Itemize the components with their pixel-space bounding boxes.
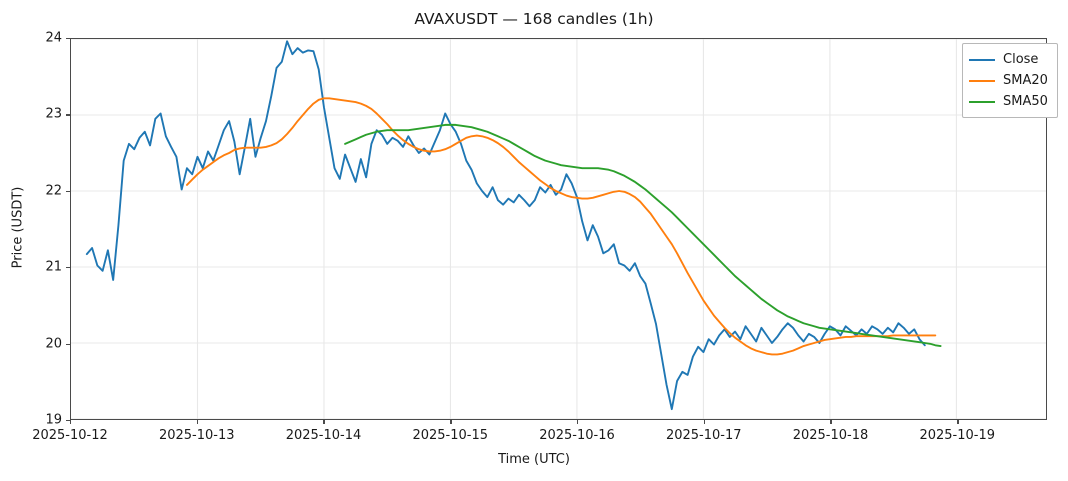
- chart-legend: Close SMA20 SMA50: [962, 43, 1058, 118]
- x-tick-label: 2025-10-19: [919, 428, 995, 443]
- series-line-sma50: [344, 123, 942, 347]
- y-tick-label: 23: [45, 106, 62, 122]
- x-tick-mark: [196, 420, 199, 424]
- y-tick-mark: [66, 38, 70, 40]
- series-line-sma20: [185, 97, 937, 356]
- y-tick-label: 24: [45, 30, 62, 46]
- legend-item[interactable]: Close: [969, 49, 1048, 70]
- x-tick-mark: [576, 420, 579, 424]
- plot-area: [70, 38, 1047, 420]
- x-tick-label: 2025-10-18: [792, 428, 869, 443]
- x-tick-mark: [450, 420, 452, 424]
- legend-color-swatch: [969, 100, 995, 103]
- legend-label: Close: [1003, 52, 1039, 67]
- x-tick-mark: [957, 420, 959, 424]
- y-tick-mark: [66, 114, 70, 116]
- series-line-close: [85, 40, 926, 411]
- legend-label: SMA20: [1003, 73, 1048, 88]
- x-tick-mark: [323, 420, 325, 424]
- y-tick-label: 22: [45, 183, 62, 199]
- x-tick-mark: [703, 420, 706, 424]
- legend-label: SMA50: [1003, 94, 1048, 109]
- legend-color-swatch: [969, 79, 995, 82]
- x-tick-label: 2025-10-14: [285, 428, 362, 443]
- x-tick-label: 2025-10-12: [32, 428, 108, 443]
- x-tick-mark: [830, 420, 832, 424]
- x-tick-label: 2025-10-17: [665, 428, 742, 443]
- legend-item[interactable]: SMA50: [969, 91, 1048, 112]
- y-tick-label: 19: [45, 412, 62, 428]
- y-tick-label: 21: [45, 259, 62, 275]
- x-axis-title: Time (UTC): [498, 452, 570, 467]
- y-tick-mark: [66, 190, 70, 193]
- legend-item[interactable]: SMA20: [969, 70, 1048, 91]
- y-tick-mark: [66, 267, 70, 269]
- x-tick-label: 2025-10-13: [158, 428, 235, 443]
- legend-color-swatch: [969, 58, 995, 61]
- y-tick-mark: [66, 343, 70, 345]
- chart-title: AVAXUSDT — 168 candles (1h): [414, 10, 654, 28]
- y-tick-label: 20: [45, 336, 62, 352]
- y-tick-mark: [66, 420, 70, 422]
- x-tick-mark: [70, 420, 72, 424]
- data-series-layer: [85, 40, 942, 411]
- x-tick-label: 2025-10-16: [539, 428, 615, 443]
- x-tick-label: 2025-10-15: [412, 428, 489, 443]
